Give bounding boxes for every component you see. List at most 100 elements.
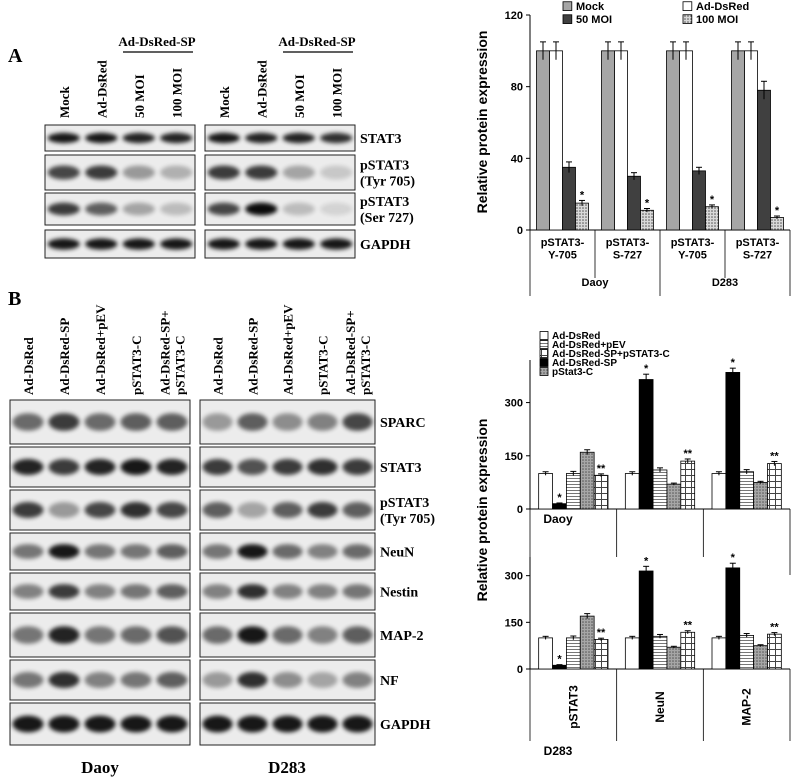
blot-band [84, 715, 116, 733]
bar [770, 217, 784, 231]
blot-band [48, 459, 80, 475]
blot-band [207, 202, 240, 216]
protein-label: Nestin [380, 586, 418, 601]
blot-band [122, 202, 155, 216]
y-tick-label: 300 [505, 398, 523, 410]
protein-label: pSTAT3 [360, 195, 409, 210]
blot-band [47, 202, 80, 216]
blot-band [156, 502, 188, 518]
legend-swatch [539, 349, 549, 358]
lane-label: Ad-DsRed [211, 336, 226, 395]
blot-band [282, 165, 315, 180]
bar [538, 473, 553, 510]
y-tick-label: 300 [505, 571, 523, 583]
group-label: D283 [712, 277, 738, 289]
bar [757, 89, 771, 231]
bar [739, 471, 755, 510]
bar [666, 483, 682, 510]
legend-label: 50 MOI [576, 14, 612, 26]
blot-band [48, 715, 80, 733]
blot-band [84, 459, 116, 475]
blot-band [120, 672, 152, 688]
lane-label: 50 MOI [292, 74, 307, 118]
blot-band [307, 715, 338, 733]
lane-label: Ad-DsRed-SP [57, 318, 72, 395]
blot-band [156, 672, 188, 688]
blot-band [342, 544, 373, 559]
blot-band [12, 502, 44, 518]
significance-mark: ** [683, 620, 692, 632]
blot-band [120, 502, 152, 518]
blot-band [245, 165, 278, 180]
blot-band [12, 413, 44, 431]
blot-band [272, 672, 303, 688]
bar [767, 633, 782, 670]
bar [538, 637, 553, 670]
group-label: Daoy [582, 277, 610, 289]
blot-band [48, 672, 80, 688]
y-tick-label: 40 [511, 153, 523, 165]
blot-band [160, 165, 193, 180]
x-tick-label: NeuN [653, 691, 667, 722]
blot-band [202, 626, 233, 644]
y-tick-label: 150 [505, 617, 523, 629]
blot-band [48, 502, 80, 518]
significance-mark: * [644, 363, 649, 375]
lane-group-label: Ad-DsRed-SP [118, 34, 195, 49]
lane-label: Ad-DsRed [94, 59, 109, 118]
blot-band [207, 132, 240, 144]
blot-band [202, 584, 233, 599]
blot-band [120, 413, 152, 431]
significance-mark: * [580, 189, 585, 201]
significance-mark: * [557, 492, 562, 504]
significance-mark: ** [597, 627, 606, 639]
blot-band [320, 238, 353, 250]
x-tick-label: MAP-2 [740, 688, 754, 726]
legend-swatch [682, 14, 693, 24]
blot-band [282, 238, 315, 250]
blot-band [122, 132, 155, 144]
x-tick-label: pSTAT3-S-727 [606, 237, 650, 262]
blot-band [237, 459, 268, 475]
legend-swatch [562, 1, 573, 11]
y-tick-label: 0 [517, 504, 523, 516]
x-tick-label: pSTAT3-Y-705 [671, 237, 715, 262]
legend-swatch [539, 358, 549, 367]
lane-label: pSTAT3-C [129, 336, 144, 395]
blot-band [156, 459, 188, 475]
bar [562, 166, 576, 231]
y-tick-label: 0 [517, 225, 523, 237]
bar [552, 503, 567, 510]
bar [767, 463, 782, 510]
blot-band [202, 715, 233, 733]
blot-band [272, 584, 303, 599]
lane-label: pSTAT3-C [173, 336, 188, 395]
blot-band [156, 715, 188, 733]
lane-label: pSTAT3-C [358, 336, 373, 395]
bar [579, 451, 595, 510]
significance-mark: ** [770, 622, 779, 634]
bar [638, 379, 654, 510]
bar [579, 615, 595, 670]
blot-band [320, 165, 353, 180]
blot-band [202, 672, 233, 688]
blot-band [120, 544, 152, 559]
blot-band [272, 413, 303, 431]
blot-band [272, 544, 303, 559]
blot-band [237, 502, 268, 518]
blot-band [122, 238, 155, 250]
bar [680, 631, 696, 670]
y-tick-label: 80 [511, 82, 523, 94]
blot-band [237, 413, 268, 431]
bar [566, 473, 581, 510]
legend-swatch [562, 14, 573, 24]
bar [753, 481, 768, 510]
legend-label: Ad-DsRed [696, 1, 749, 13]
legend-label: Ad-DsRed-SP+pSTAT3-C [552, 349, 670, 360]
blot-band [202, 413, 233, 431]
blot-band [85, 165, 118, 180]
bar [601, 50, 615, 231]
significance-mark: ** [683, 448, 692, 460]
blot-band [84, 413, 116, 431]
